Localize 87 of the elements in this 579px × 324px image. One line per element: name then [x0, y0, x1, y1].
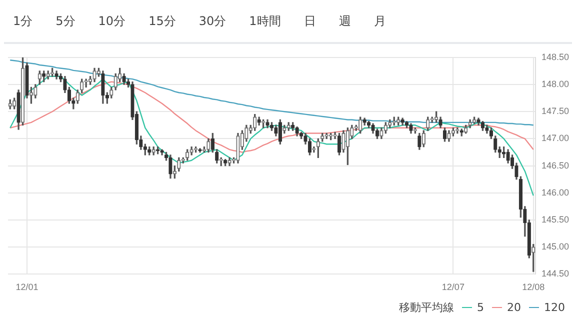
candlestick: [101, 70, 105, 104]
legend-label: 20: [507, 301, 521, 314]
candlestick: [413, 128, 418, 134]
candlestick: [418, 132, 422, 150]
candlestick: [371, 123, 375, 134]
candlestick: [25, 62, 29, 98]
candlestick: [392, 116, 396, 126]
candlestick: [152, 146, 156, 156]
candlestick: [447, 130, 451, 142]
candlestick: [210, 132, 214, 153]
candlestick: [422, 130, 426, 148]
y-tick-label: 144.50: [541, 268, 570, 279]
candlestick: [194, 146, 198, 153]
candlestick: [494, 136, 498, 153]
candlestick: [328, 132, 333, 140]
candlestick: [148, 146, 152, 156]
y-tick-label: 145.00: [541, 242, 570, 252]
candlestick: [8, 99, 12, 110]
candlestick: [342, 130, 346, 153]
candlestick: [198, 148, 202, 153]
candlestick: [476, 118, 480, 126]
legend-title: 移動平均線: [399, 300, 454, 315]
candlestick: [160, 149, 164, 156]
candlestick: [278, 119, 282, 144]
y-tick-label: 147.00: [541, 133, 570, 144]
candlestick: [388, 119, 392, 128]
candlestick: [485, 124, 489, 134]
candlestick: [114, 73, 118, 90]
candlestick: [223, 158, 228, 166]
candlestick: [400, 118, 404, 126]
text: 日: [302, 13, 317, 30]
candlestick: [409, 123, 413, 134]
candlestick: [34, 84, 38, 98]
candlestick: [295, 126, 299, 136]
candlestick: [472, 116, 476, 124]
text: 5分: [54, 13, 76, 30]
candlestick: [506, 149, 510, 164]
candlestick: [257, 116, 261, 126]
legend-label: 5: [477, 301, 484, 314]
y-tick-label: 148.00: [541, 78, 570, 89]
candlestick: [92, 68, 96, 82]
text: 10分: [97, 13, 127, 30]
candlestick: [320, 132, 324, 142]
candlestick: [380, 128, 384, 140]
candlestick: [324, 132, 328, 140]
candlestick: [253, 114, 257, 131]
text: 月: [372, 13, 387, 30]
candlestick: [16, 90, 20, 130]
candlestick: [358, 116, 362, 134]
x-tick-label: 12/07: [442, 282, 464, 292]
candlestick: [84, 78, 88, 88]
candlestick: [236, 132, 240, 164]
candlestick: [489, 128, 493, 140]
candlestick: [362, 118, 366, 126]
candlestick: [396, 116, 400, 126]
candlestick: [228, 157, 232, 166]
y-tick-label: 148.50: [541, 52, 570, 62]
candlestick: [438, 116, 442, 128]
y-tick-label: 146.50: [541, 160, 570, 170]
candlestick: [502, 146, 506, 158]
candlestick: [168, 154, 172, 179]
candlestick: [190, 146, 194, 156]
candlestick: [498, 146, 502, 158]
candlestick: [468, 119, 472, 128]
y-tick-label: 145.50: [541, 214, 570, 224]
candlestick: [337, 132, 342, 156]
text: 1分: [12, 13, 34, 30]
text: 週: [338, 13, 352, 30]
x-tick-label: 12/01: [16, 282, 38, 292]
candlestick: [177, 157, 181, 172]
legend-label: 120: [544, 301, 565, 314]
y-tick-label: 146.00: [541, 187, 570, 198]
candlestick: [122, 73, 126, 85]
candlestick: [80, 78, 84, 93]
candlestick: [282, 124, 286, 134]
text: 1時間: [248, 13, 282, 30]
candlestick: [261, 119, 266, 128]
y-tick-label: 147.50: [541, 106, 570, 116]
text: 30分: [198, 13, 228, 30]
candlestick: [266, 119, 270, 128]
candlestick: [346, 128, 350, 166]
text: 15分: [148, 13, 177, 30]
candlestick: [333, 132, 337, 140]
x-tick-label: 12/08: [522, 282, 545, 292]
candlestick: [206, 138, 210, 153]
candlestick: [456, 128, 460, 134]
candlestick: [442, 128, 447, 142]
